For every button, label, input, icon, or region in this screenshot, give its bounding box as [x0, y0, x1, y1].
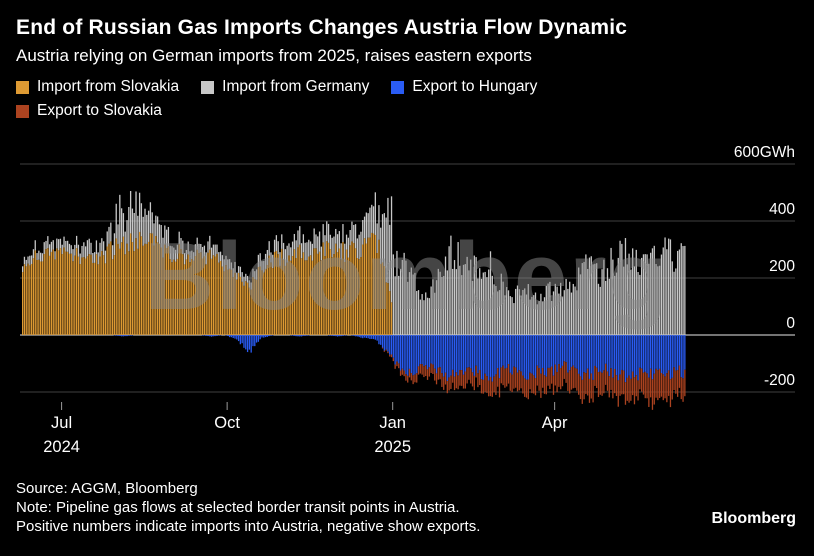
svg-text:600GWh: 600GWh — [734, 144, 795, 161]
legend-item: Import from Slovakia — [16, 78, 179, 96]
legend-item: Import from Germany — [201, 78, 369, 96]
legend: Import from Slovakia Import from Germany E… — [16, 78, 688, 120]
legend-swatch-icon — [16, 80, 29, 94]
svg-text:Apr: Apr — [542, 414, 568, 432]
legend-item: Export to Hungary — [391, 78, 537, 96]
legend-label: Export to Slovakia — [37, 102, 162, 119]
note-line-2: Positive numbers indicate imports into A… — [16, 518, 481, 535]
legend-label: Import from Germany — [222, 78, 370, 95]
source-line: Source: AGGM, Bloomberg — [16, 480, 198, 497]
bloomberg-logo: Bloomberg — [711, 510, 796, 527]
footer-notes: Source: AGGM, Bloomberg Note: Pipeline g… — [16, 479, 480, 536]
page-title: End of Russian Gas Imports Changes Austr… — [16, 16, 628, 39]
svg-text:Jul: Jul — [51, 414, 72, 432]
legend-label: Export to Hungary — [412, 78, 538, 95]
svg-text:Oct: Oct — [214, 414, 240, 432]
note-line-1: Note: Pipeline gas flows at selected bor… — [16, 499, 460, 516]
svg-text:Jan: Jan — [379, 414, 406, 432]
svg-text:400: 400 — [769, 201, 795, 218]
svg-text:200: 200 — [769, 258, 795, 275]
legend-swatch-icon — [16, 104, 29, 118]
legend-swatch-icon — [201, 80, 215, 94]
chart-area: Bloomberg 600GWh 400 200 0 -200 Jul 2024 Oct Jan… — [0, 140, 814, 470]
svg-text:2024: 2024 — [43, 438, 80, 456]
legend-swatch-icon — [391, 80, 405, 94]
legend-label: Import from Slovakia — [37, 78, 180, 95]
legend-item: Export to Slovakia — [16, 102, 162, 120]
stacked-bar-chart: 600GWh 400 200 0 -200 Jul 2024 Oct Jan 2025 Apr — [20, 144, 795, 456]
svg-text:0: 0 — [786, 315, 795, 332]
page-subtitle: Austria relying on German imports from 2… — [16, 46, 532, 65]
svg-text:2025: 2025 — [374, 438, 411, 456]
svg-text:-200: -200 — [764, 372, 795, 389]
